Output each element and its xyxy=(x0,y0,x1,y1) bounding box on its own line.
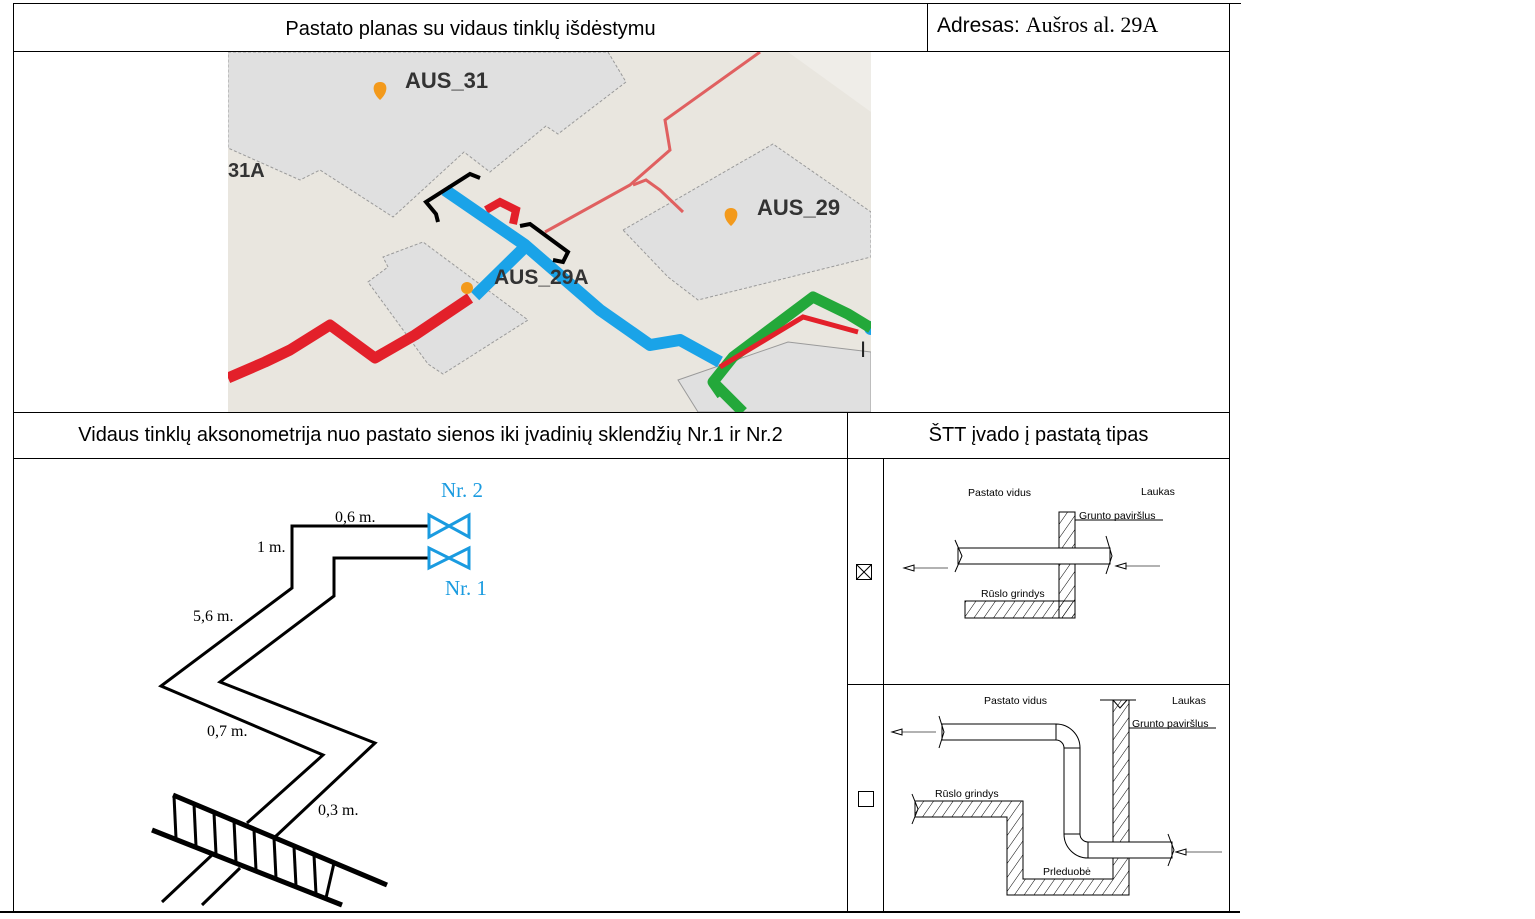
pipe-vertical xyxy=(1063,747,1081,835)
address: Adresas: Aušros al. 29A xyxy=(937,12,1158,38)
map-label-31a: 31A xyxy=(228,160,265,182)
label-floor: Rūslo grindys xyxy=(935,788,999,800)
dimension-0-7: 0,7 m. xyxy=(207,723,247,740)
dimension-0-3: 0,3 m. xyxy=(318,802,358,819)
blue-pipe xyxy=(441,185,723,368)
checked-x-icon xyxy=(857,565,871,579)
col-divider-header xyxy=(927,3,928,51)
wall-bottom-line xyxy=(151,827,343,908)
pipe-bottom xyxy=(1087,841,1173,859)
pipe-bend-bottom xyxy=(1063,833,1089,859)
pipe-bend-top xyxy=(1055,723,1081,749)
col-divider-section2 xyxy=(847,412,848,911)
table-border-right xyxy=(1229,3,1230,911)
red-pipe-right xyxy=(718,314,859,370)
red-pipe-thick xyxy=(228,293,474,384)
pipe xyxy=(957,547,1111,565)
pipe-inner-below-wall xyxy=(200,866,242,907)
table-border-left xyxy=(13,3,14,911)
table-border-top xyxy=(13,3,1230,4)
page-title-text: Pastato planas su vidaus tinklų išdėstym… xyxy=(285,18,656,40)
axonometry-title-text: Vidaus tinklų aksonometrija nuo pastato … xyxy=(78,424,783,446)
pipe-outer-below-wall xyxy=(160,853,214,904)
network-map: AUS_31 31A AUS_29 AUS_29A I xyxy=(228,52,871,412)
valve-label-nr2: Nr. 2 xyxy=(441,478,483,502)
map-corner-area xyxy=(788,52,871,112)
red-hook xyxy=(484,197,521,225)
map-label-aus-29: AUS_29 xyxy=(757,195,840,220)
entry-type-2-checkbox[interactable] xyxy=(858,791,874,807)
thin-red-branch xyxy=(632,178,685,214)
valve-nr2 xyxy=(427,512,471,540)
wall-hatched xyxy=(151,792,388,908)
entry-type-1-checkbox[interactable] xyxy=(856,564,872,580)
pipe-top xyxy=(941,723,1057,741)
label-inside: Pastato vidus xyxy=(968,487,1031,499)
connection-arrow-2 xyxy=(519,221,571,265)
dimension-0-6: 0,6 m. xyxy=(335,509,375,526)
table-border-bottom xyxy=(0,911,1240,913)
address-value: Aušros al. 29A xyxy=(1025,12,1159,37)
address-label: Adresas: xyxy=(937,14,1020,37)
axonometry-title: Vidaus tinklų aksonometrija nuo pastato … xyxy=(14,413,847,458)
pipe-inner xyxy=(216,556,428,839)
label-outside: Laukas xyxy=(1172,695,1206,707)
dimension-1: 1 m. xyxy=(257,539,285,556)
entry-type-1-diagram: Pastato vidus Laukas Grunto paviršlus Rū… xyxy=(902,486,1175,619)
label-floor: Rūslo grindys xyxy=(981,588,1045,600)
label-inside: Pastato vidus xyxy=(984,695,1047,707)
label-ground: Grunto paviršlus xyxy=(1079,510,1155,522)
map-label-aus-31: AUS_31 xyxy=(405,68,488,93)
map-label-i: I xyxy=(860,337,866,362)
page-edge-line xyxy=(1229,3,1241,4)
entry-type-title: ŠTT įvado į pastatą tipas xyxy=(848,413,1229,458)
building-aus-29 xyxy=(622,143,871,301)
map-marker-aus-31 xyxy=(373,82,387,100)
label-ground: Grunto paviršlus xyxy=(1132,718,1208,730)
entry-type-divider xyxy=(847,684,1230,685)
row-divider-2 xyxy=(13,412,1230,413)
map-marker-aus-29 xyxy=(724,208,738,226)
building-aus-31 xyxy=(228,52,627,218)
thin-red-pipe xyxy=(544,52,761,234)
entry-type-title-text: ŠTT įvado į pastatą tipas xyxy=(928,424,1149,446)
page-title: Pastato planas su vidaus tinklų išdėstym… xyxy=(14,4,927,51)
entry-type-2-diagram: Pastato vidus Laukas Grunto paviršlus Rū… xyxy=(890,695,1222,896)
axonometry-diagram: Nr. 2 Nr. 1 0,6 m. 1 m. 5,6 m. 0,7 m. 0,… xyxy=(151,478,487,908)
row-divider-1 xyxy=(13,51,1230,52)
row-divider-3 xyxy=(13,458,1230,459)
green-pipe-branch xyxy=(709,378,747,412)
wall-top-line xyxy=(172,792,388,888)
valve-label-nr1: Nr. 1 xyxy=(445,576,487,600)
blue-pipe-branch xyxy=(470,239,533,301)
pipe-outer xyxy=(158,524,428,825)
label-outside: Laukas xyxy=(1141,486,1175,498)
dimension-5-6: 5,6 m. xyxy=(193,608,233,625)
floor-slab xyxy=(964,600,1076,619)
valve-nr1 xyxy=(427,545,471,571)
label-pit: Prleduobė xyxy=(1043,866,1091,878)
map-label-aus-29a: AUS_29A xyxy=(494,266,589,289)
connection-arrow-1 xyxy=(423,171,481,223)
map-marker-aus-29a xyxy=(461,282,473,294)
